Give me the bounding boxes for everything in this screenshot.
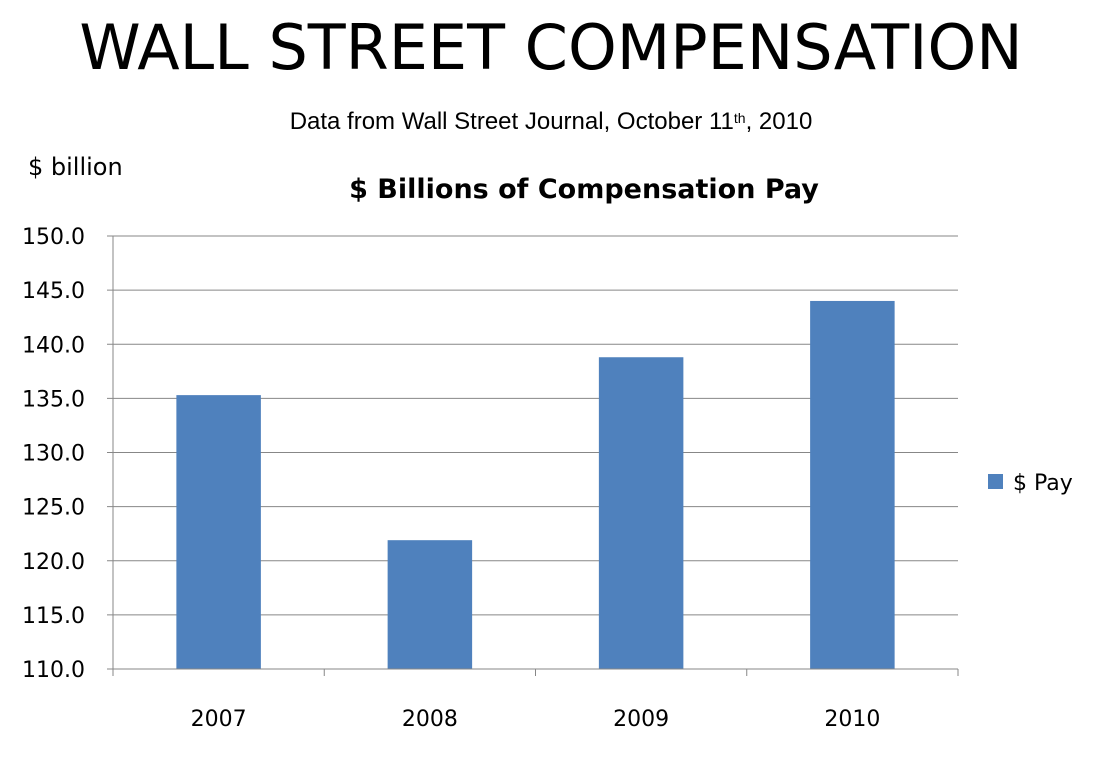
bar-2007 — [176, 395, 261, 669]
slide-title: WALL STREET COMPENSATION — [79, 11, 1023, 84]
slide-subtitle: Data from Wall Street Journal, October 1… — [0, 104, 1102, 140]
subtitle-main: Data from Wall Street Journal, October 1… — [289, 108, 734, 135]
x-tick-label: 2008 — [402, 707, 458, 732]
legend: $ Pay — [988, 471, 1073, 496]
y-tick-labels: 110.0 115.0 120.0 125.0 130.0 135.0 140.0 145.0… — [22, 225, 85, 683]
y-tick-label: 150.0 — [22, 225, 85, 250]
bar-2010 — [810, 300, 895, 669]
y-tick-label: 115.0 — [22, 604, 85, 629]
x-tick-label: 2010 — [824, 707, 880, 732]
y-tick-label: 135.0 — [22, 387, 85, 412]
y-tick-label: 130.0 — [22, 442, 85, 467]
y-tick-label: 120.0 — [22, 550, 85, 575]
bar-2008 — [387, 540, 473, 669]
bars — [176, 300, 895, 669]
y-tick-label: 140.0 — [22, 333, 85, 358]
x-tick-labels: 2007 2008 2009 2010 — [191, 707, 881, 732]
x-tick-label: 2009 — [613, 707, 669, 732]
legend-swatch — [988, 474, 1003, 489]
legend-label: $ Pay — [1013, 471, 1073, 496]
subtitle-superscript: th — [733, 110, 746, 126]
chart-title: $ Billions of Compensation Pay — [349, 174, 819, 205]
x-tick-label: 2007 — [191, 707, 247, 732]
bar-2009 — [598, 357, 684, 669]
y-tick-label: 145.0 — [22, 279, 85, 304]
axes — [107, 235, 959, 676]
subtitle-end: , 2010 — [745, 108, 813, 135]
y-tick-label: 110.0 — [22, 658, 85, 683]
unit-label: $ billion — [28, 153, 123, 181]
y-tick-label: 125.0 — [22, 496, 85, 521]
